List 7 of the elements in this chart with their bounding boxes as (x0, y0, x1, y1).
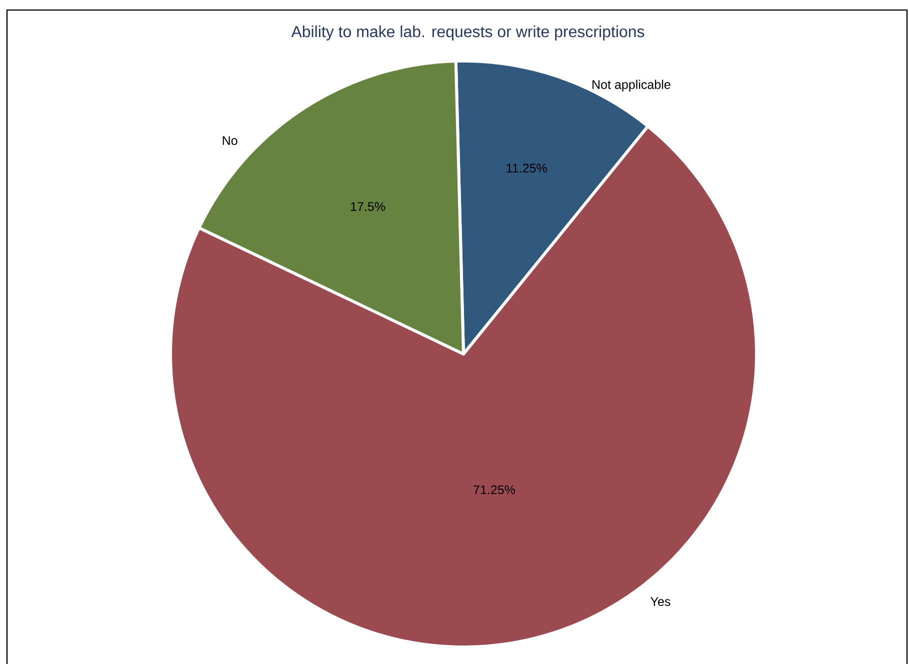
slice-label: No (222, 136, 238, 145)
data-label: 11.25% (506, 164, 547, 173)
data-label: 17.5% (350, 202, 386, 211)
slice-label: Not applicable (592, 80, 670, 92)
data-label: 71.25% (474, 485, 516, 494)
slice-label: Yes (650, 597, 670, 606)
chart-title: Ability to make lab. requests or write prescriptions (291, 26, 644, 40)
